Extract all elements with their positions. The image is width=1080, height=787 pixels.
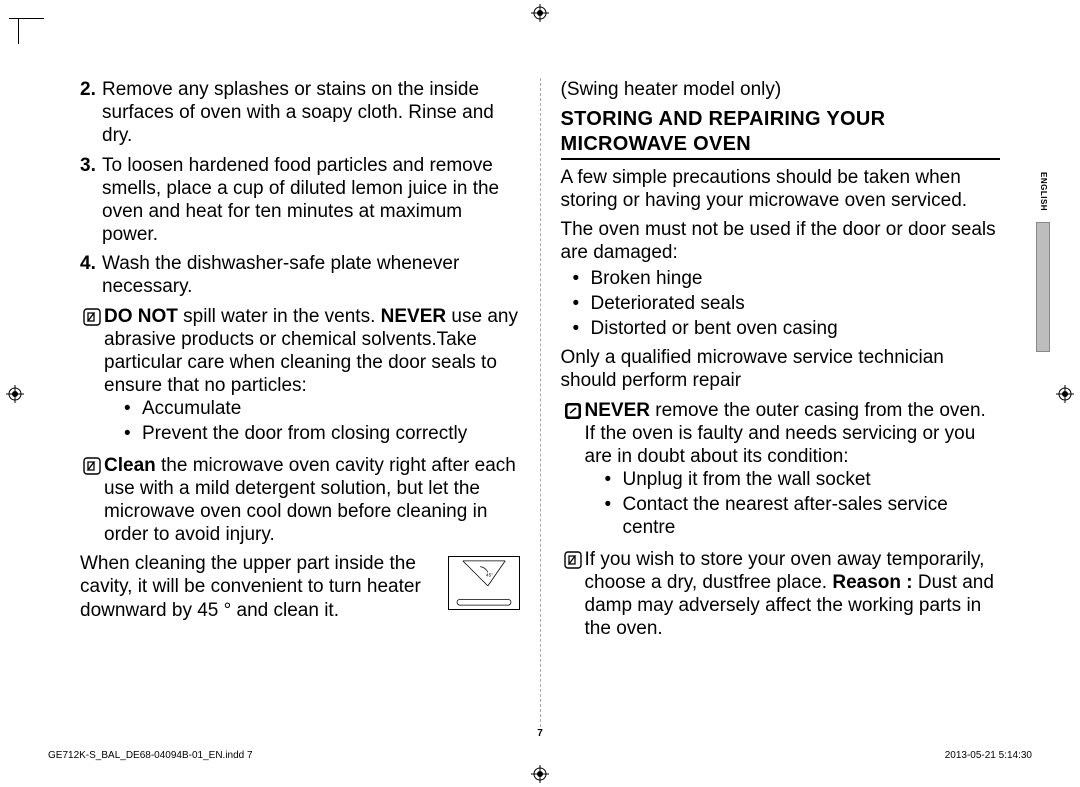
step-text: Remove any splashes or stains on the ins… <box>102 78 520 148</box>
note-text: Clean the microwave oven cavity right af… <box>104 454 520 547</box>
heater-diagram: 45° <box>448 556 520 610</box>
bullet-item: Accumulate <box>124 397 520 420</box>
step-text: Wash the dishwasher-safe plate whenever … <box>102 252 520 298</box>
language-tab: ENGLISH <box>1036 172 1056 372</box>
step-number: 4. <box>80 252 102 298</box>
swing-model-only: (Swing heater model only) <box>561 78 1001 101</box>
text: When cleaning the upper part inside the … <box>80 553 421 620</box>
bullet-item: Distorted or bent oven casing <box>573 317 1001 340</box>
bold-text: NEVER <box>381 306 446 327</box>
note-never-remove: NEVER remove the outer casing from the o… <box>561 399 1001 542</box>
registration-mark-icon <box>6 385 24 403</box>
bold-text: NEVER <box>585 400 650 421</box>
language-label: ENGLISH <box>1039 172 1048 211</box>
step-text: To loosen hardened food particles and re… <box>102 154 520 247</box>
left-column: 2. Remove any splashes or stains on the … <box>80 78 520 727</box>
paragraph: A few simple precautions should be taken… <box>561 166 1001 212</box>
content-columns: 2. Remove any splashes or stains on the … <box>80 78 1000 727</box>
bold-text: Clean <box>104 455 156 476</box>
swing-heater-paragraph: 45° When cleaning the upper part inside … <box>80 552 520 622</box>
bullet-item: Deteriorated seals <box>573 292 1001 315</box>
bullet-item: Unplug it from the wall socket <box>605 468 1001 491</box>
fig-angle-label: 45° <box>485 573 492 579</box>
step-3: 3. To loosen hardened food particles and… <box>80 154 520 247</box>
bullet-item: Prevent the door from closing correctly <box>124 422 520 445</box>
note-text: If you wish to store your oven away temp… <box>585 548 1001 641</box>
step-4: 4. Wash the dishwasher-safe plate whenev… <box>80 252 520 298</box>
thumb-index-bar <box>1036 222 1050 352</box>
footer-right: 2013-05-21 5:14:30 <box>945 750 1032 761</box>
text: spill water in the vents. <box>178 306 381 327</box>
paragraph: The oven must not be used if the door or… <box>561 218 1001 264</box>
bold-text: Reason : <box>832 572 912 593</box>
registration-mark-icon <box>1056 385 1074 403</box>
note-icon <box>80 454 104 476</box>
page-number: 7 <box>537 728 543 739</box>
manual-page: ENGLISH 2. Remove any splashes or stains… <box>0 0 1080 787</box>
bullet-item: Broken hinge <box>573 267 1001 290</box>
right-column: (Swing heater model only) STORING AND RE… <box>561 78 1001 727</box>
section-heading: STORING AND REPAIRING YOUR MICROWAVE OVE… <box>561 107 1001 160</box>
caution-icon <box>561 399 585 421</box>
step-2: 2. Remove any splashes or stains on the … <box>80 78 520 148</box>
column-separator <box>540 78 541 727</box>
step-number: 2. <box>80 78 102 148</box>
bullet-item: Contact the nearest after-sales service … <box>605 493 1001 539</box>
bullet-list: Accumulate Prevent the door from closing… <box>104 397 520 445</box>
step-number: 3. <box>80 154 102 247</box>
note-icon <box>561 548 585 570</box>
footer-left: GE712K-S_BAL_DE68-04094B-01_EN.indd 7 <box>48 750 253 761</box>
note-do-not-spill: DO NOT spill water in the vents. NEVER u… <box>80 305 520 448</box>
note-clean: Clean the microwave oven cavity right af… <box>80 454 520 547</box>
registration-mark-icon <box>531 4 549 22</box>
registration-mark-icon <box>531 765 549 783</box>
paragraph: Only a qualified microwave service techn… <box>561 346 1001 392</box>
bullet-list: Unplug it from the wall socket Contact t… <box>585 468 1001 540</box>
note-text: DO NOT spill water in the vents. NEVER u… <box>104 305 520 448</box>
bullet-list: Broken hinge Deteriorated seals Distorte… <box>561 267 1001 341</box>
crop-mark-icon <box>18 18 44 44</box>
note-icon <box>80 305 104 327</box>
note-store: If you wish to store your oven away temp… <box>561 548 1001 641</box>
text: the microwave oven cavity right after ea… <box>104 455 516 546</box>
note-text: NEVER remove the outer casing from the o… <box>585 399 1001 542</box>
bold-text: DO NOT <box>104 306 178 327</box>
